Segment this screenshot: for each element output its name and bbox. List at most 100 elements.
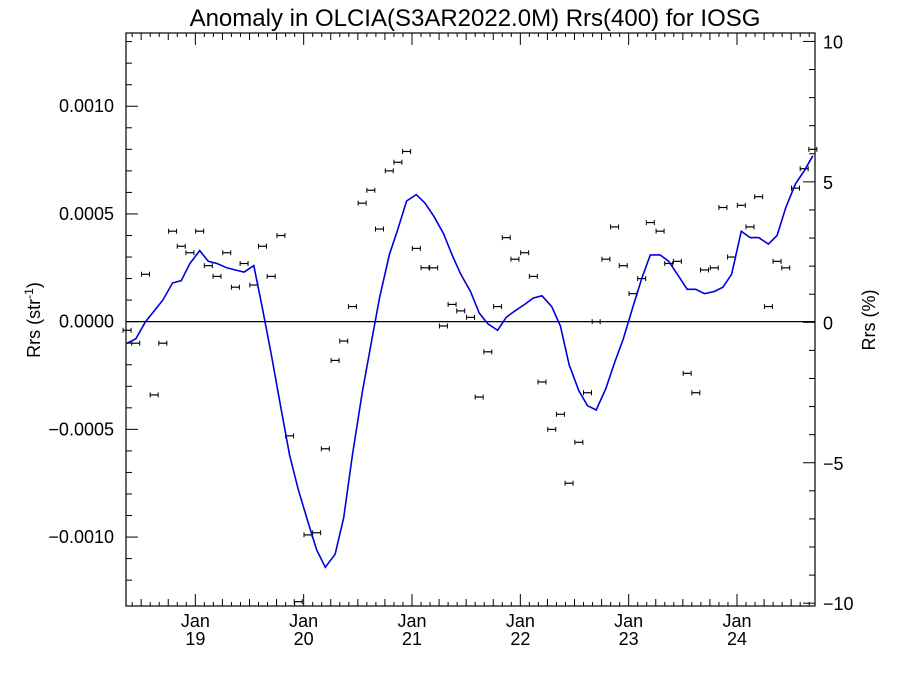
x-tick-label-year: 24 [727,629,747,649]
data-point [510,256,520,262]
data-point [195,228,205,234]
data-point [618,263,628,269]
data-point [131,340,141,346]
data-point [176,243,186,249]
data-point [420,265,430,271]
data-point [700,267,709,273]
data-point [330,357,340,363]
data-point [168,228,178,234]
x-tick-label-month: Jan [397,611,426,631]
data-point [493,304,503,310]
data-point [528,273,538,279]
data-point [745,224,755,230]
data-point [555,411,565,417]
data-point [258,243,267,249]
data-point [320,446,330,452]
x-tick-label-month: Jan [506,611,535,631]
x-tick-label-year: 23 [619,629,639,649]
data-point [799,166,809,172]
chart-title: Anomaly in OLCIA(S3AR2022.0M) Rrs(400) f… [190,5,761,32]
data-point [366,187,376,193]
data-point [754,194,764,200]
data-point [610,224,620,230]
data-point [347,304,357,310]
data-point [429,265,439,271]
data-point [276,232,286,238]
data-point [222,250,232,256]
data-point [384,168,394,174]
data-point [655,228,665,234]
data-point [672,258,682,264]
smoothed-series-line [126,155,814,569]
data-point [212,273,222,279]
x-tick-label-year: 22 [510,629,530,649]
data-point [547,426,557,432]
data-point [402,148,412,154]
data-point [266,273,276,279]
data-point [691,390,701,396]
plot-area [122,146,818,605]
data-point [149,392,159,398]
data-point [122,327,132,333]
left-tick-label: −0.0010 [48,527,114,547]
data-point [239,260,249,266]
data-point [574,439,584,445]
data-point [357,200,367,206]
data-point [141,271,150,277]
data-point [466,314,475,320]
data-point [158,340,168,346]
data-point [185,250,195,256]
data-point [203,263,213,269]
data-point [601,256,611,262]
data-point [591,319,601,325]
right-tick-label: −5 [823,454,844,474]
left-tick-label: 0.0000 [59,312,114,332]
x-tick-label-year: 20 [294,629,314,649]
left-axis-label: Rrs (str-1) [22,282,44,358]
x-tick-label-year: 21 [402,629,422,649]
data-point [501,235,511,241]
data-point [664,260,674,266]
data-point [763,304,773,310]
left-y-axis: 0.0010 0.0005 0.0000 −0.0005 −0.0010 [48,41,138,581]
data-point [645,220,655,226]
data-point [781,265,791,271]
data-point [791,185,800,191]
data-point [375,226,384,232]
data-point [736,202,746,208]
data-point [312,530,322,536]
data-point [474,394,484,400]
data-point [393,159,403,165]
data-point [808,146,818,152]
left-tick-label: 0.0010 [59,96,114,116]
data-point [709,265,719,271]
data-point [682,370,692,376]
data-point [520,250,530,256]
right-tick-label: 0 [823,313,833,333]
data-point [583,390,592,396]
data-point [537,379,547,385]
left-tick-label: −0.0005 [48,419,114,439]
x-tick-label-year: 19 [185,629,205,649]
data-point [230,284,240,290]
right-tick-label: 5 [823,173,833,193]
data-point [411,245,421,251]
data-point [339,338,349,344]
data-point [456,308,466,314]
data-point [438,323,448,329]
right-y-axis: 10 5 0 −5 −10 [803,32,854,614]
x-tick-label-month: Jan [722,611,751,631]
x-tick-label-month: Jan [289,611,318,631]
right-axis-label: Rrs (%) [859,290,879,351]
data-point [293,599,303,605]
data-point [483,349,493,355]
right-tick-label: −10 [823,594,854,614]
data-point [718,204,728,210]
plot-frame [125,32,816,607]
data-point [564,480,574,486]
right-tick-label: 10 [823,32,843,52]
left-tick-label: 0.0005 [59,204,114,224]
x-tick-label-month: Jan [614,611,643,631]
